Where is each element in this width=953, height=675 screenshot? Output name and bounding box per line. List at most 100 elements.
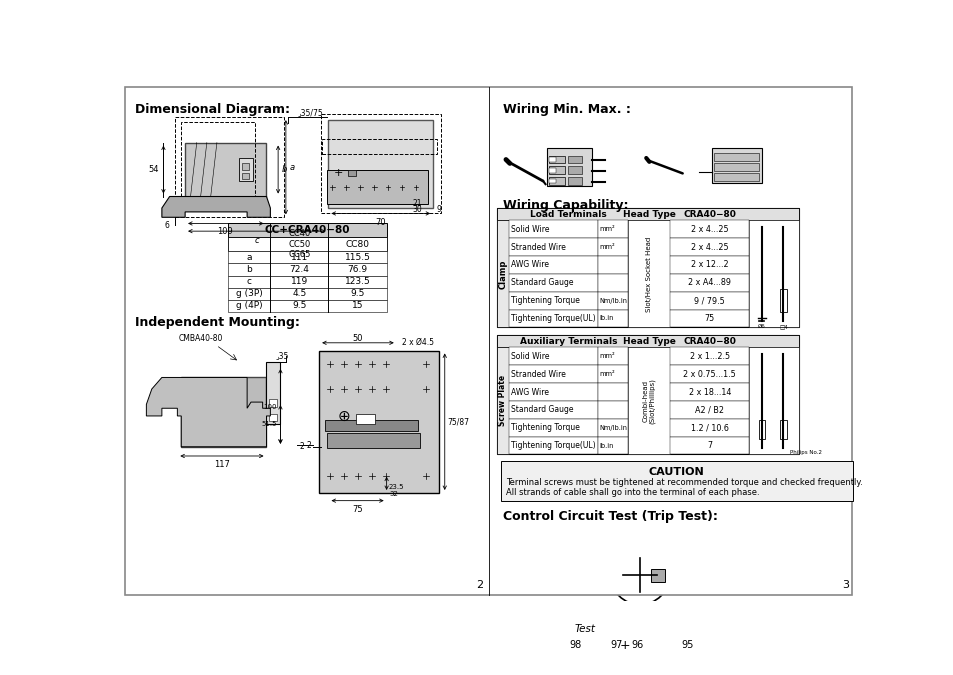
- Text: 117: 117: [213, 460, 230, 469]
- Text: Ø6: Ø6: [757, 324, 765, 329]
- Circle shape: [333, 168, 344, 179]
- Bar: [509, 418, 598, 437]
- Text: +: +: [618, 639, 629, 652]
- Bar: [670, 383, 748, 401]
- Bar: [241, 163, 249, 169]
- Bar: [748, 220, 798, 327]
- Text: □4: □4: [779, 324, 787, 329]
- Bar: [509, 292, 598, 310]
- Bar: [181, 122, 254, 207]
- Circle shape: [380, 358, 391, 369]
- Bar: [598, 418, 627, 437]
- Text: 9: 9: [436, 205, 441, 214]
- Text: Philips No.2: Philips No.2: [789, 450, 821, 455]
- Circle shape: [420, 470, 431, 481]
- Bar: [670, 238, 748, 256]
- Circle shape: [342, 184, 350, 191]
- Text: mm²: mm²: [599, 353, 615, 359]
- Bar: [269, 414, 277, 421]
- Bar: [758, 420, 764, 439]
- Circle shape: [324, 383, 335, 394]
- Circle shape: [359, 146, 369, 155]
- Bar: [174, 117, 283, 217]
- Circle shape: [380, 383, 391, 394]
- Text: mm²: mm²: [599, 371, 615, 377]
- Circle shape: [353, 358, 363, 369]
- Text: 2 x 0.75...1.5: 2 x 0.75...1.5: [682, 370, 736, 379]
- Text: Load Terminals: Load Terminals: [530, 210, 606, 219]
- Text: 95: 95: [680, 641, 693, 651]
- Circle shape: [387, 146, 396, 155]
- Text: CC+CRA40−80: CC+CRA40−80: [264, 225, 350, 236]
- Bar: [598, 437, 627, 454]
- Bar: [567, 156, 581, 163]
- Text: Tightening Torque: Tightening Torque: [511, 423, 579, 432]
- Text: 54: 54: [148, 165, 158, 174]
- Bar: [546, 148, 592, 186]
- Circle shape: [373, 146, 382, 155]
- Bar: [497, 208, 798, 327]
- Text: Combi-head
(Slot/Phillips): Combi-head (Slot/Phillips): [641, 378, 655, 424]
- Text: Dimensional Diagram:: Dimensional Diagram:: [134, 103, 290, 115]
- Bar: [670, 256, 748, 274]
- Bar: [627, 348, 670, 454]
- Text: 2: 2: [306, 441, 311, 450]
- Text: 2 x 12...2: 2 x 12...2: [690, 261, 728, 269]
- Bar: [497, 335, 798, 454]
- Text: c: c: [246, 277, 252, 286]
- Bar: [497, 220, 509, 327]
- Circle shape: [353, 383, 363, 394]
- Text: Head Type: Head Type: [622, 210, 675, 219]
- Circle shape: [398, 437, 405, 443]
- Text: g (4P): g (4P): [235, 302, 262, 311]
- Polygon shape: [162, 196, 270, 217]
- Bar: [327, 433, 419, 448]
- Bar: [670, 365, 748, 383]
- Bar: [348, 170, 355, 176]
- Text: 7: 7: [706, 441, 712, 450]
- Circle shape: [371, 437, 377, 443]
- Circle shape: [420, 358, 431, 369]
- Bar: [670, 401, 748, 418]
- Text: Standard Gauge: Standard Gauge: [511, 278, 574, 288]
- Text: ⊕: ⊕: [337, 408, 350, 423]
- Bar: [670, 310, 748, 327]
- Circle shape: [380, 470, 391, 481]
- Bar: [509, 437, 598, 454]
- Bar: [509, 238, 598, 256]
- Circle shape: [338, 470, 349, 481]
- Circle shape: [366, 383, 377, 394]
- Text: 123.5: 123.5: [344, 277, 370, 286]
- Circle shape: [384, 184, 392, 191]
- Bar: [497, 208, 798, 220]
- Text: Head Type: Head Type: [622, 337, 675, 346]
- Bar: [549, 178, 564, 185]
- Bar: [567, 167, 581, 174]
- Circle shape: [338, 358, 349, 369]
- Text: 4.5: 4.5: [292, 290, 306, 298]
- Circle shape: [373, 134, 382, 143]
- Text: 70: 70: [375, 218, 385, 227]
- Text: Wiring Capability:: Wiring Capability:: [502, 199, 628, 212]
- Bar: [228, 263, 386, 275]
- Bar: [185, 142, 266, 196]
- Bar: [509, 401, 598, 418]
- Text: Nm/lb.in: Nm/lb.in: [599, 425, 627, 431]
- Text: 111: 111: [291, 252, 308, 262]
- Bar: [181, 377, 266, 447]
- Text: Wiring Min. Max. :: Wiring Min. Max. :: [502, 103, 630, 115]
- Bar: [228, 238, 386, 251]
- Polygon shape: [146, 377, 270, 447]
- Bar: [598, 238, 627, 256]
- Circle shape: [397, 184, 406, 191]
- Text: 21: 21: [412, 199, 421, 208]
- Text: 2 x 1...2.5: 2 x 1...2.5: [689, 352, 729, 361]
- Bar: [228, 275, 386, 288]
- Text: Clamp: Clamp: [497, 259, 507, 289]
- Circle shape: [332, 134, 340, 143]
- Text: 75/87: 75/87: [447, 418, 469, 427]
- Bar: [654, 606, 667, 614]
- Bar: [598, 310, 627, 327]
- Circle shape: [345, 134, 355, 143]
- Circle shape: [328, 184, 335, 191]
